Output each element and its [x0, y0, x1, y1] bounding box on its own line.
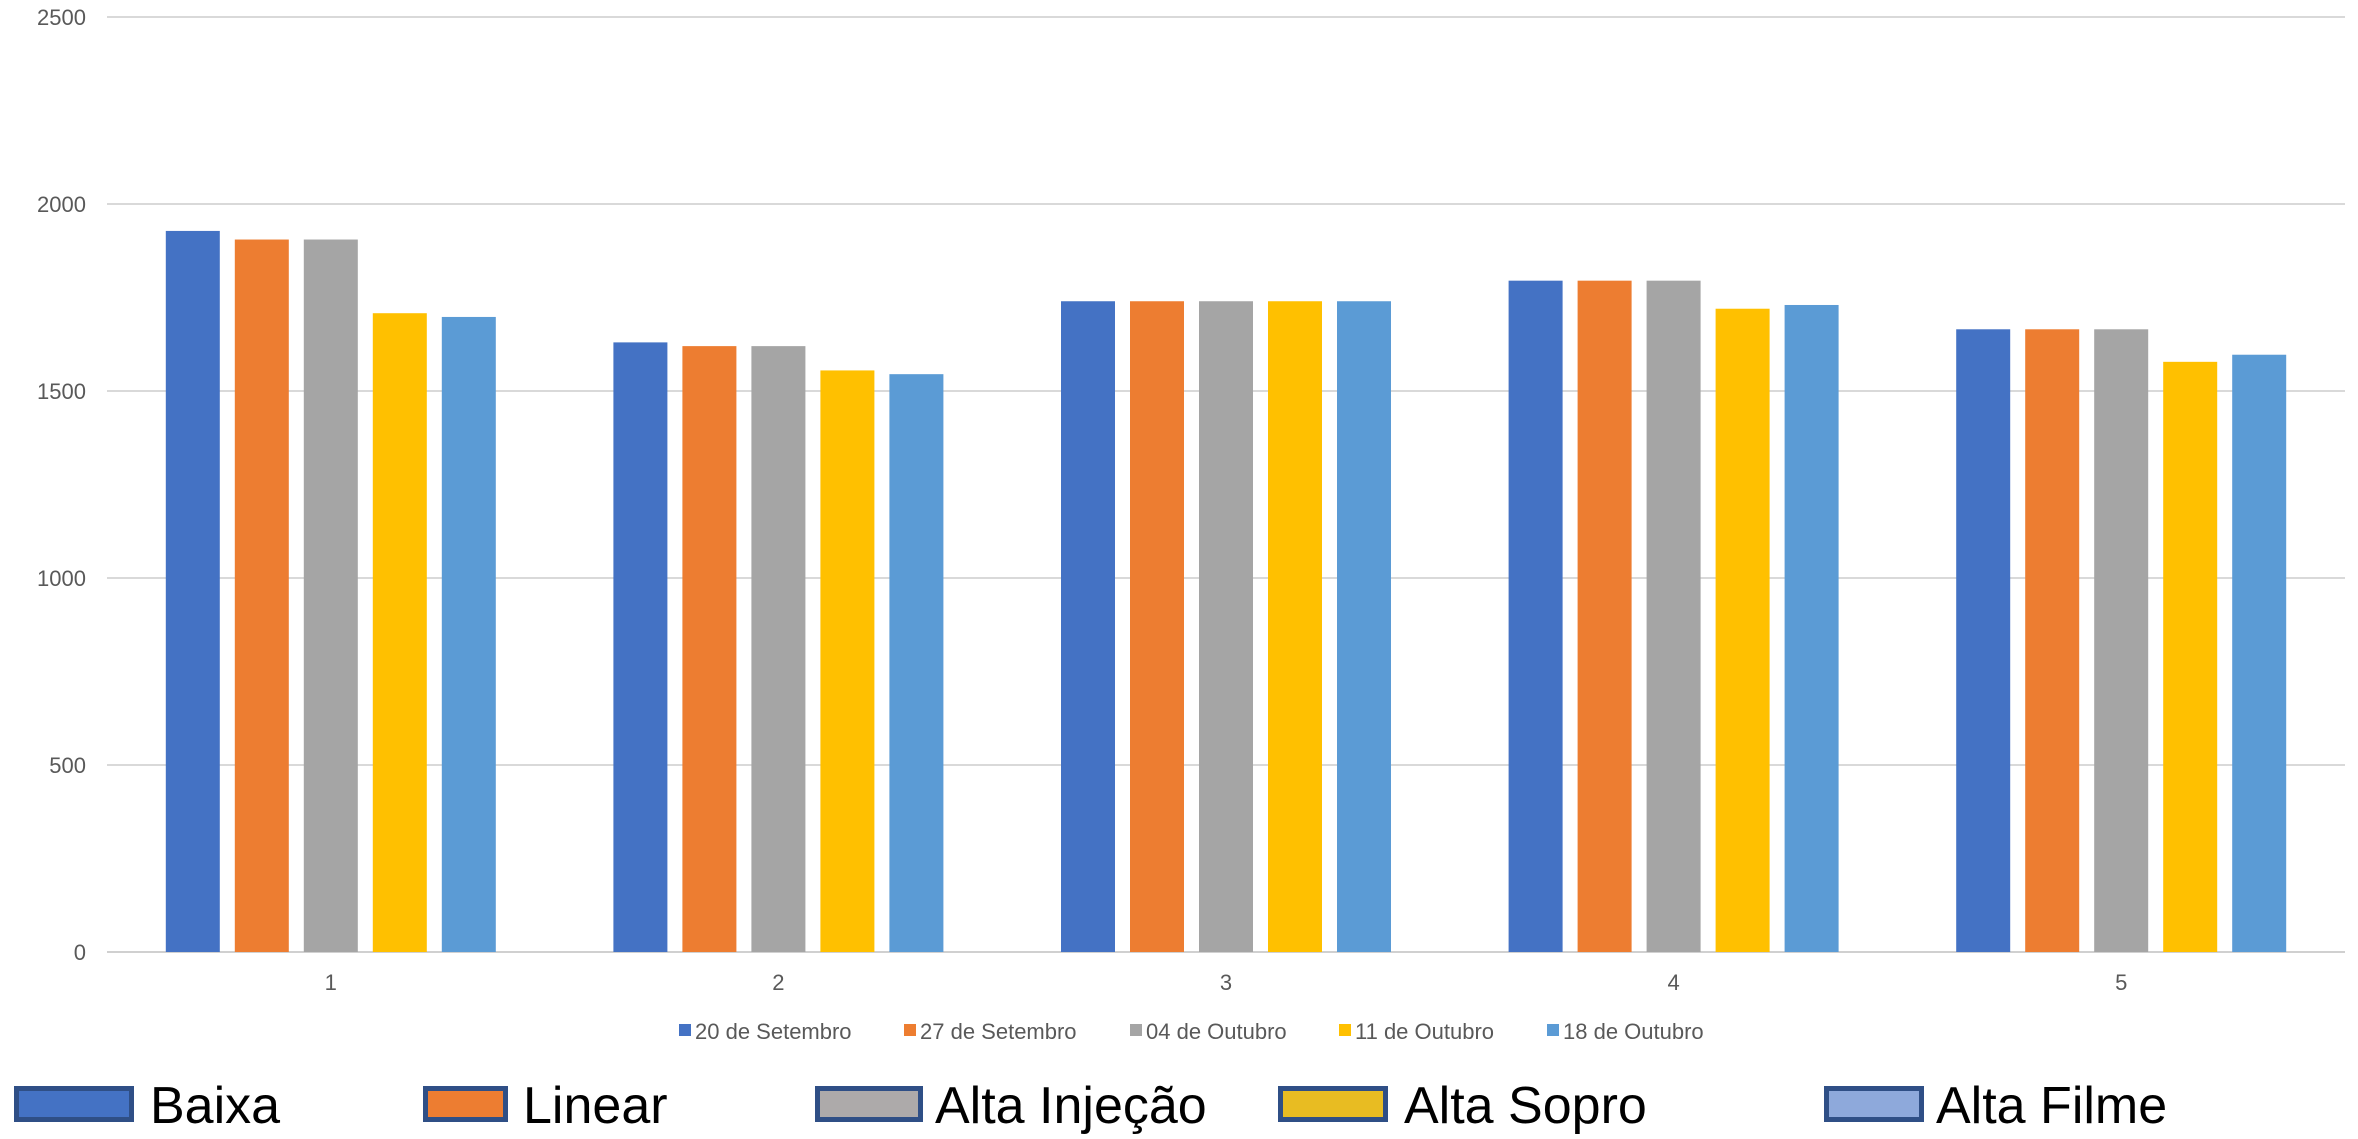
y-tick-label: 2500	[37, 5, 86, 30]
legend-label: 27 de Setembro	[920, 1019, 1077, 1044]
x-tick-label: 5	[2115, 970, 2127, 995]
bar	[1646, 280, 1701, 952]
bars	[165, 230, 2287, 953]
bar	[682, 346, 737, 952]
bar	[1508, 280, 1563, 952]
x-tick-label: 1	[325, 970, 337, 995]
y-tick-label: 1500	[37, 379, 86, 404]
legend-label: 18 de Outubro	[1563, 1019, 1704, 1044]
legend-label: Linear	[523, 1077, 668, 1135]
legend-label: Alta Sopro	[1404, 1077, 1647, 1135]
legend-label: Alta Filme	[1936, 1077, 2168, 1135]
y-tick-label: 500	[49, 753, 86, 778]
y-axis-ticks: 0 500 1000 1500 2000 2500	[37, 5, 86, 965]
bar	[1130, 301, 1184, 952]
x-tick-label: 3	[1220, 970, 1232, 995]
bar	[889, 374, 944, 952]
x-tick-label: 4	[1667, 970, 1679, 995]
y-tick-label: 0	[74, 940, 86, 965]
bar	[613, 342, 668, 952]
bar	[1784, 304, 1839, 953]
bar	[1268, 301, 1322, 952]
legend-label: Alta Injeção	[935, 1077, 1207, 1135]
bar	[1199, 301, 1253, 952]
bar	[1715, 308, 1770, 953]
legend-swatch	[423, 1086, 508, 1122]
y-tick-label: 2000	[37, 192, 86, 217]
y-tick-label: 1000	[37, 566, 86, 591]
bar	[303, 239, 358, 952]
bar	[751, 346, 806, 952]
bar	[2163, 361, 2218, 952]
bar-chart: 0 500 1000 1500 2000 2500 1 2 3 4 5 20 de Setembr…	[37, 5, 2345, 1044]
category-legend: Baixa Linear Alta Injeção Alta Sopro Alt…	[0, 1077, 2358, 1139]
legend-swatch	[1130, 1024, 1142, 1036]
legend-swatch	[679, 1024, 691, 1036]
legend-swatch	[1339, 1024, 1351, 1036]
x-axis-ticks: 1 2 3 4 5	[325, 970, 2128, 995]
bar	[2025, 329, 2080, 952]
bar	[1061, 301, 1115, 952]
bar	[372, 313, 427, 952]
legend-swatch	[815, 1086, 923, 1122]
legend-label: 20 de Setembro	[695, 1019, 852, 1044]
bar	[820, 370, 875, 952]
bar	[2232, 354, 2287, 952]
legend-label: Baixa	[150, 1077, 281, 1135]
bar	[165, 230, 220, 953]
bar	[1337, 301, 1391, 952]
legend-swatch	[14, 1086, 134, 1122]
legend: 20 de Setembro 27 de Setembro 04 de Outubr…	[679, 1019, 1704, 1044]
legend-swatch	[1278, 1086, 1388, 1122]
bar	[2094, 329, 2149, 952]
legend-swatch	[904, 1024, 916, 1036]
legend-label: 04 de Outubro	[1146, 1019, 1287, 1044]
bar	[1956, 329, 2011, 952]
bar	[441, 316, 496, 952]
legend-swatch	[1547, 1024, 1559, 1036]
bar	[234, 239, 289, 952]
legend-swatch	[1824, 1086, 1924, 1122]
x-tick-label: 2	[772, 970, 784, 995]
bar	[1577, 280, 1632, 952]
legend-label: 11 de Outubro	[1355, 1019, 1494, 1044]
